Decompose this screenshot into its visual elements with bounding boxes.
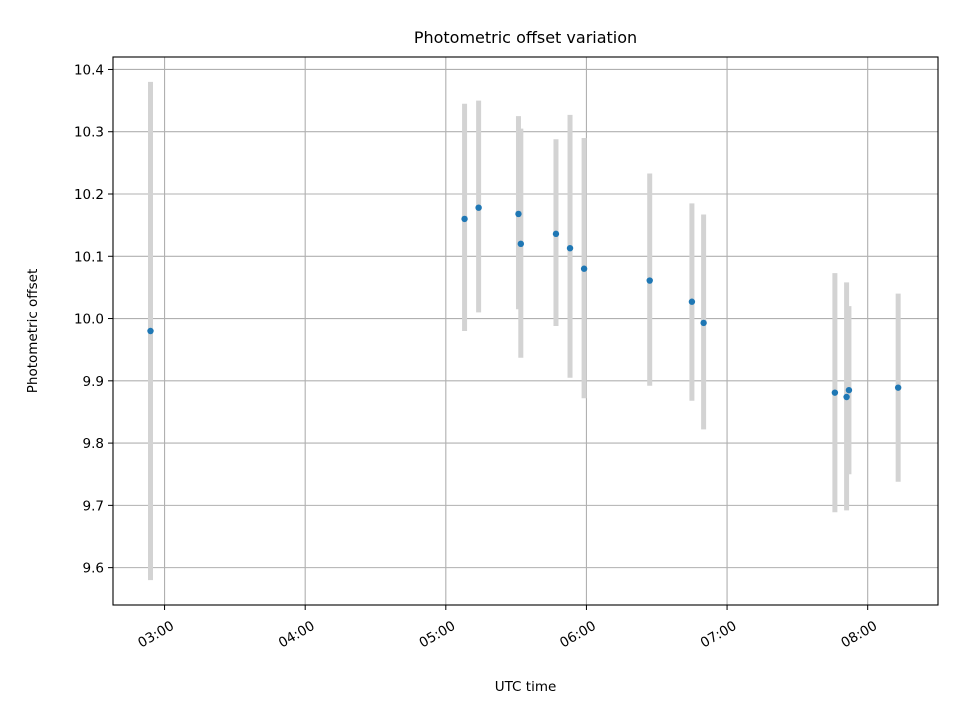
data-point <box>845 386 853 394</box>
x-axis-label: UTC time <box>495 679 557 695</box>
chart-title: Photometric offset variation <box>414 28 637 47</box>
data-point <box>147 327 154 335</box>
data-point <box>700 319 707 327</box>
data-point <box>646 277 653 284</box>
data-point <box>552 230 560 238</box>
data-points <box>147 204 902 401</box>
y-tick-label: 10.3 <box>74 125 104 141</box>
data-point <box>461 215 468 223</box>
data-point <box>566 244 574 252</box>
data-point <box>831 389 839 396</box>
data-point <box>843 393 850 401</box>
plot-frame <box>112 56 939 606</box>
data-point <box>517 240 525 248</box>
data-point <box>515 210 522 218</box>
y-tick-label: 10.2 <box>74 187 104 203</box>
y-tick-label: 10.0 <box>74 312 104 328</box>
data-point <box>475 204 482 211</box>
y-tick-label: 9.7 <box>83 498 104 514</box>
data-point <box>894 384 902 391</box>
y-tick-label: 10.4 <box>74 62 104 78</box>
y-tick-label: 9.8 <box>83 436 104 452</box>
data-point <box>688 298 696 305</box>
y-axis-label: Photometric offset <box>25 269 41 393</box>
y-tick-label: 9.9 <box>83 374 104 390</box>
y-tick-label: 10.1 <box>74 249 104 265</box>
grid <box>113 57 938 605</box>
data-point <box>580 265 588 272</box>
y-tick-label: 9.6 <box>83 561 104 577</box>
